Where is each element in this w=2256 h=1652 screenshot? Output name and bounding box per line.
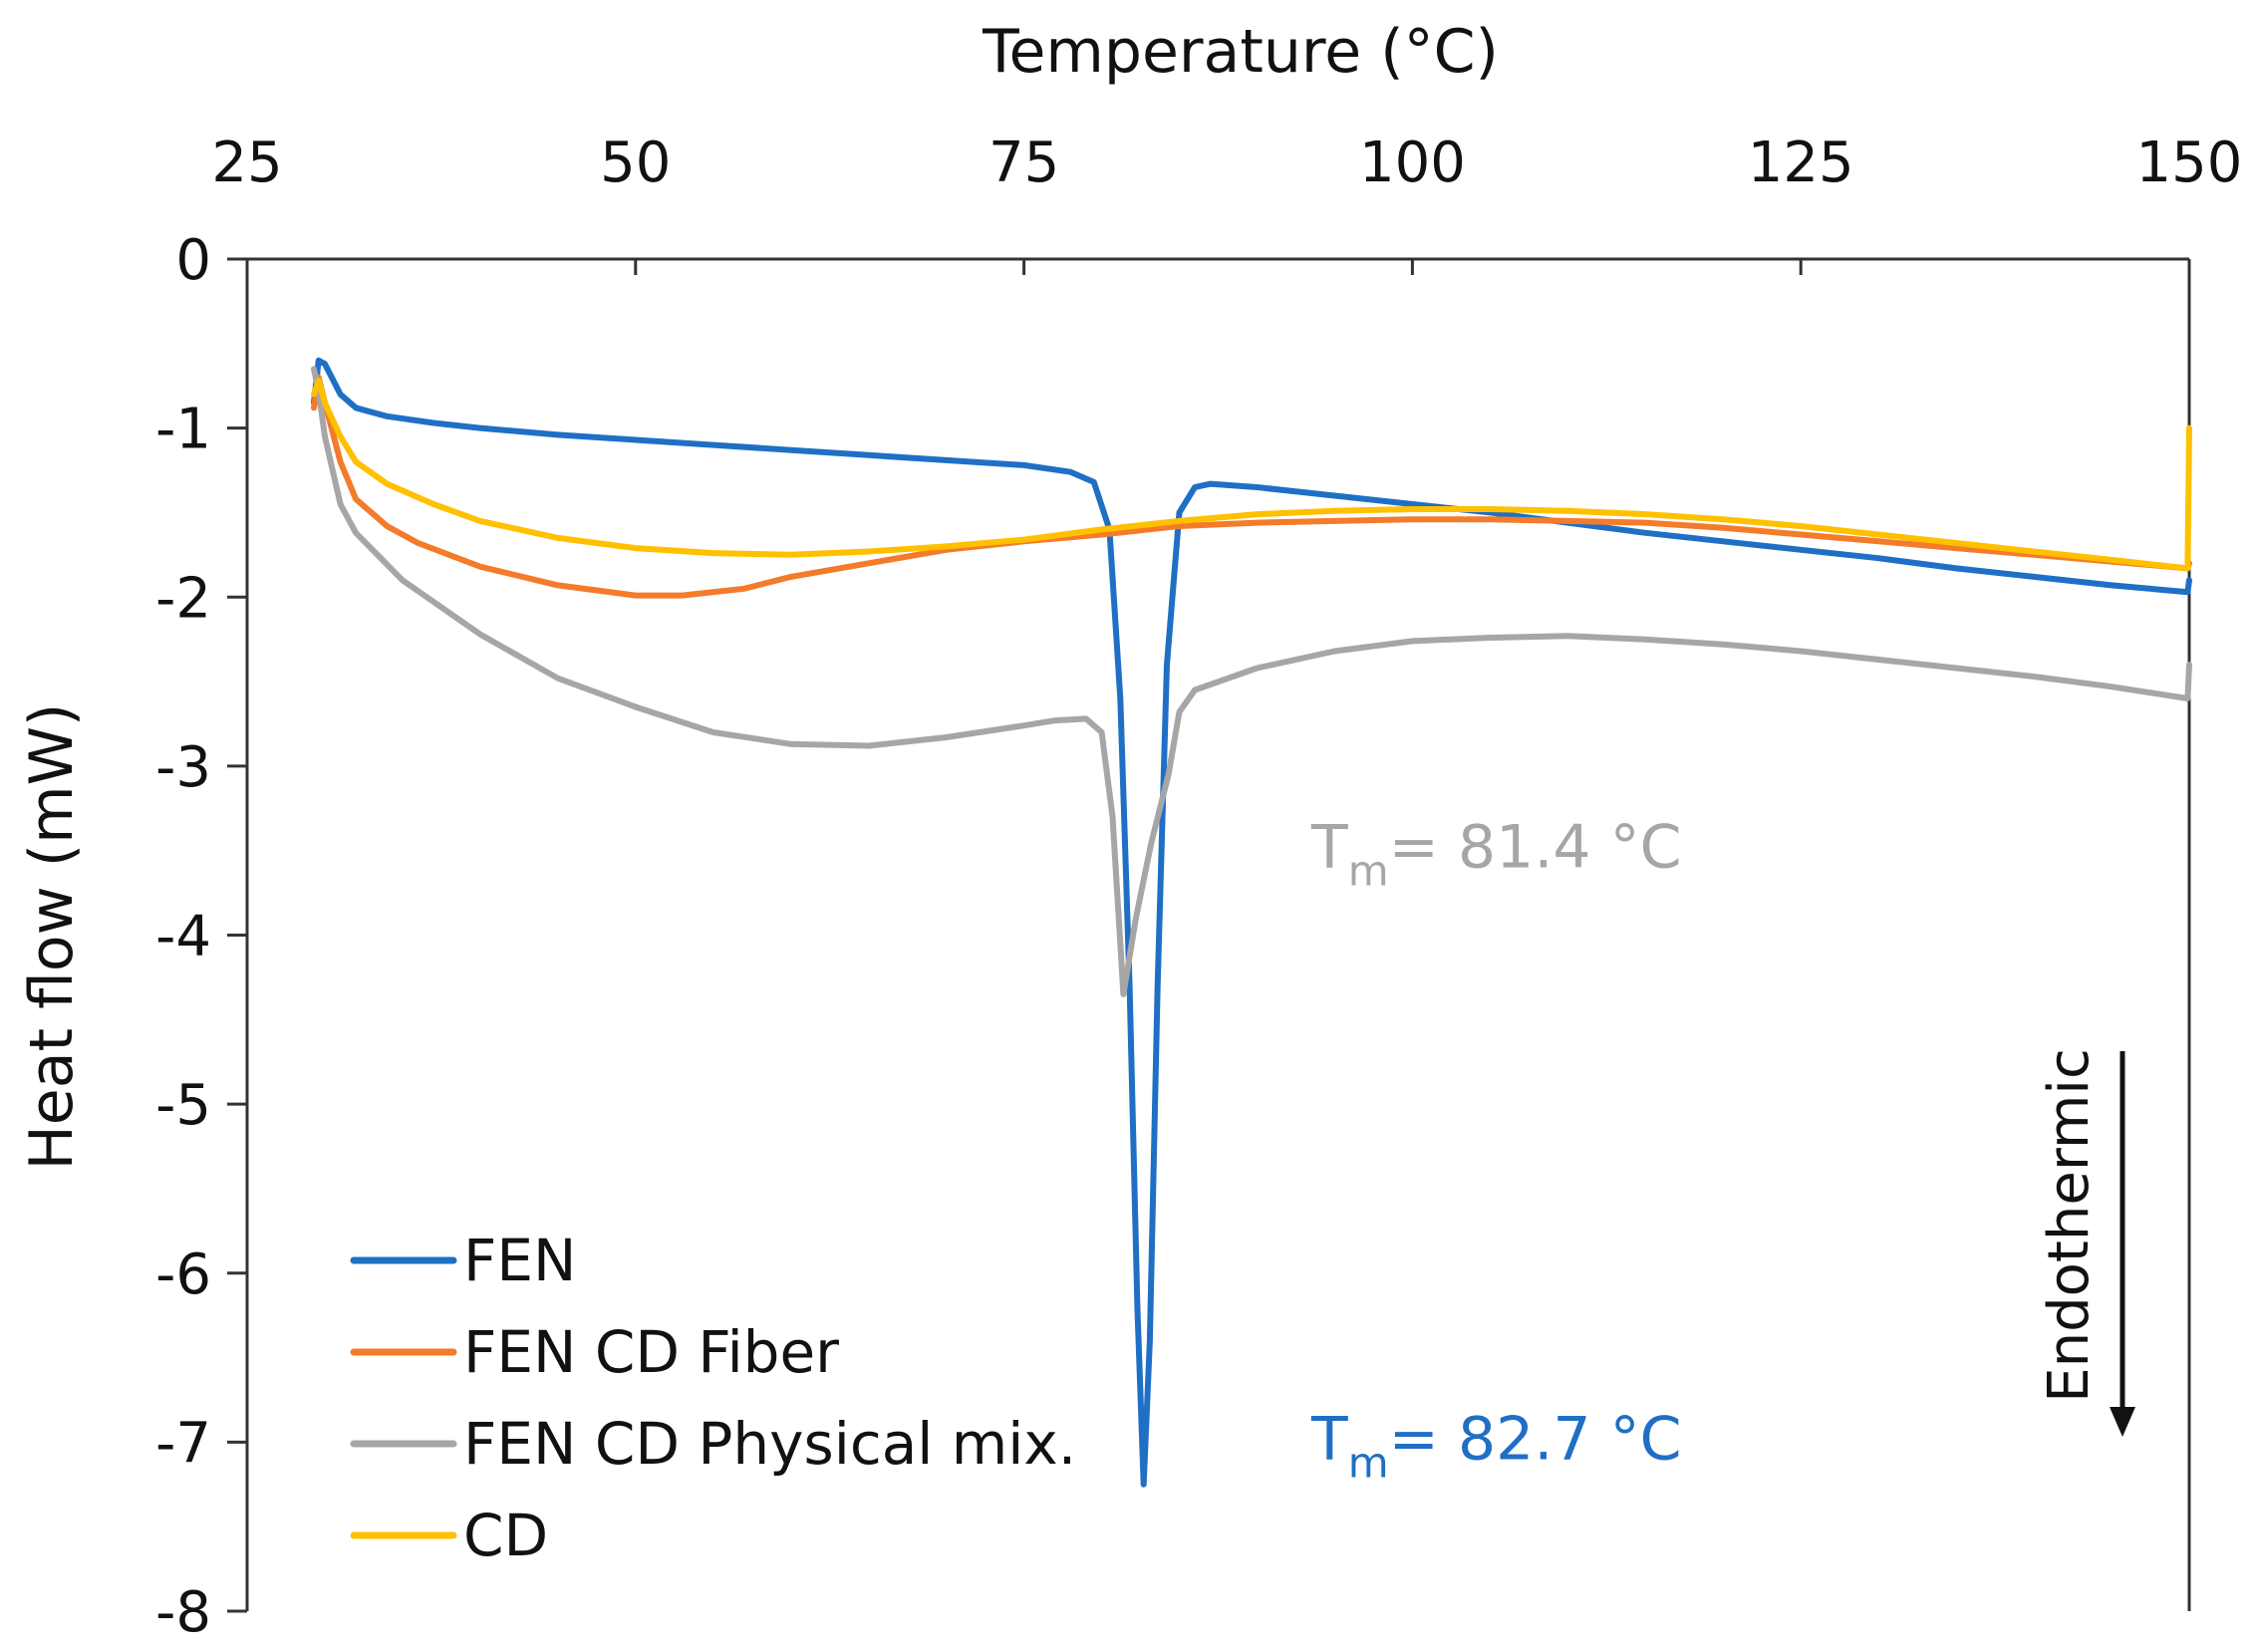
tm-annotation-t: T xyxy=(1310,1404,1348,1474)
y-tick-label: -4 xyxy=(155,905,211,969)
y-axis-title: Heat flow (mW) xyxy=(17,703,87,1171)
x-tick-label: 25 xyxy=(211,131,282,195)
series-layer xyxy=(311,357,2192,1488)
tm-annotation-subscript: m xyxy=(1348,847,1389,896)
series-line-cd xyxy=(311,378,2192,572)
series-line-fen-cd-physical-mix xyxy=(311,366,2192,997)
y-tick-label: 0 xyxy=(175,228,211,293)
y-tick-label: -2 xyxy=(155,566,211,631)
x-tick-label: 125 xyxy=(1748,131,1854,195)
y-tick-label: -8 xyxy=(155,1580,211,1645)
y-tick-label: -6 xyxy=(155,1242,211,1307)
y-tick-label: -1 xyxy=(155,398,211,462)
series-line-fen xyxy=(311,357,2192,1488)
annotations: Tm= 81.4 °CTm= 82.7 °C xyxy=(1310,813,1681,1488)
x-tick-label: 150 xyxy=(2136,131,2243,195)
endothermic-label: Endothermic xyxy=(2037,1048,2102,1403)
tm-annotation-value: = 82.7 °C xyxy=(1389,1404,1682,1474)
x-ticks: 25 50 75 100 125 150 xyxy=(211,131,2242,275)
x-tick-label: 50 xyxy=(600,131,671,195)
tm-annotation-value: = 81.4 °C xyxy=(1389,813,1682,883)
tm-annotation: Tm= 81.4 °C xyxy=(1310,813,1681,896)
y-tick-label: -7 xyxy=(155,1411,211,1476)
x-tick-label: 75 xyxy=(988,131,1059,195)
series-line-fen-cd-fiber xyxy=(311,374,2192,599)
y-tick-label: -5 xyxy=(155,1073,211,1138)
legend: FEN FEN CD Fiber FEN CD Physical mix. CD xyxy=(350,1227,1076,1569)
legend-label: FEN CD Fiber xyxy=(463,1318,839,1386)
x-axis-title: Temperature (°C) xyxy=(982,17,1499,87)
legend-label: CD xyxy=(463,1502,548,1569)
y-ticks: 0 -1 -2 -3 -4 -5 -6 -7 -8 xyxy=(155,228,247,1645)
legend-label: FEN xyxy=(463,1227,576,1294)
tm-annotation: Tm= 82.7 °C xyxy=(1310,1404,1681,1487)
x-tick-label: 100 xyxy=(1359,131,1466,195)
tm-annotation-subscript: m xyxy=(1348,1438,1389,1487)
endothermic-arrow-head xyxy=(2110,1407,2135,1437)
legend-label: FEN CD Physical mix. xyxy=(463,1410,1076,1478)
y-tick-label: -3 xyxy=(155,735,211,800)
tm-annotation-t: T xyxy=(1310,813,1348,883)
